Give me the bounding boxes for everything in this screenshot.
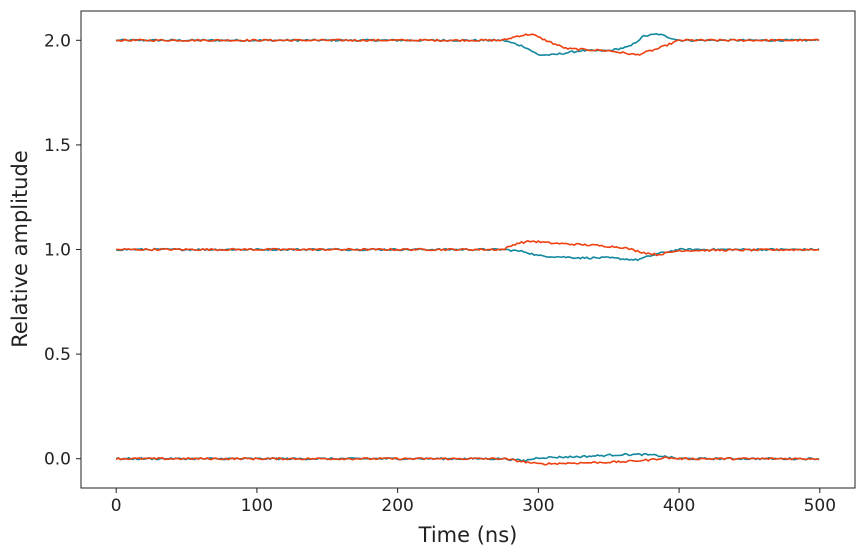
y-tick-label: 0.0 — [44, 450, 71, 470]
y-tick-label: 1.5 — [44, 136, 71, 156]
y-axis-ticks: 0.0 0.5 1.0 1.5 2.0 — [44, 31, 81, 470]
x-tick-label: 200 — [381, 496, 413, 516]
x-axis-ticks: 0 100 200 300 400 500 — [111, 488, 836, 516]
y-tick-label: 2.0 — [44, 31, 71, 51]
x-tick-label: 500 — [804, 496, 836, 516]
x-tick-label: 300 — [522, 496, 554, 516]
series-layer — [115, 33, 820, 466]
series-line-3 — [116, 239, 820, 257]
series-line-1 — [115, 33, 820, 56]
x-axis-label: Time (ns) — [418, 523, 518, 547]
y-tick-label: 0.5 — [44, 345, 71, 365]
y-tick-label: 1.0 — [44, 241, 71, 261]
x-tick-label: 100 — [241, 496, 273, 516]
x-tick-label: 0 — [111, 496, 122, 516]
x-tick-label: 400 — [663, 496, 695, 516]
y-axis-label: Relative amplitude — [8, 150, 32, 347]
series-line-5 — [115, 456, 820, 466]
